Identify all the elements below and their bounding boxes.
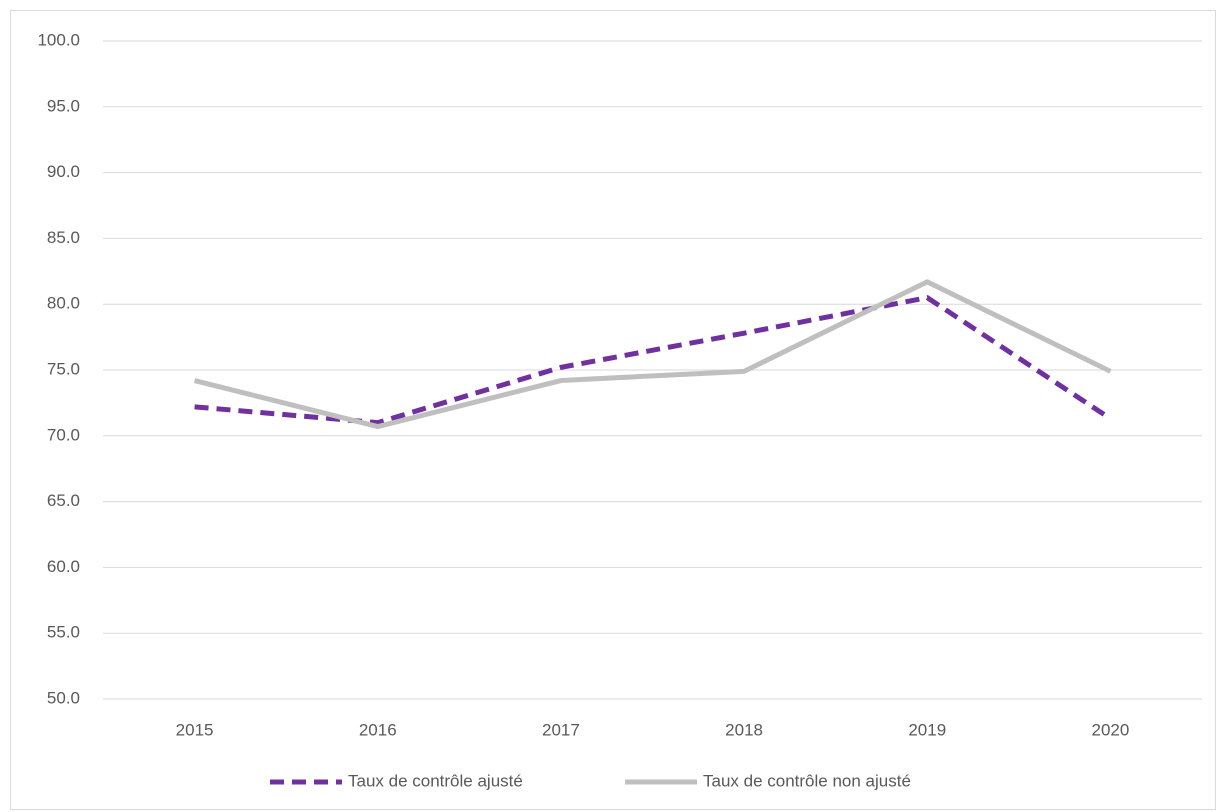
line-series	[193, 279, 1112, 430]
line-series	[194, 295, 1112, 426]
y-tick-label: 90.0	[47, 162, 80, 181]
y-tick-label: 50.0	[47, 688, 80, 707]
chart-frame	[10, 10, 1216, 810]
legend-label: Taux de contrôle ajusté	[348, 771, 523, 790]
x-tick-label: 2016	[359, 720, 397, 739]
x-tick-label: 2018	[725, 720, 763, 739]
y-tick-label: 95.0	[47, 96, 80, 115]
y-tick-label: 100.0	[37, 30, 80, 49]
y-tick-label: 85.0	[47, 228, 80, 247]
x-tick-label: 2020	[1092, 720, 1130, 739]
y-tick-label: 55.0	[47, 623, 80, 642]
y-tick-label: 80.0	[47, 294, 80, 313]
x-tick-label: 2017	[542, 720, 580, 739]
legend-label: Taux de contrôle non ajusté	[703, 771, 911, 790]
x-tick-label: 2015	[176, 720, 214, 739]
x-tick-label: 2019	[908, 720, 946, 739]
y-tick-label: 70.0	[47, 425, 80, 444]
y-tick-label: 60.0	[47, 557, 80, 576]
y-tick-label: 75.0	[47, 359, 80, 378]
y-tick-label: 65.0	[47, 491, 80, 510]
